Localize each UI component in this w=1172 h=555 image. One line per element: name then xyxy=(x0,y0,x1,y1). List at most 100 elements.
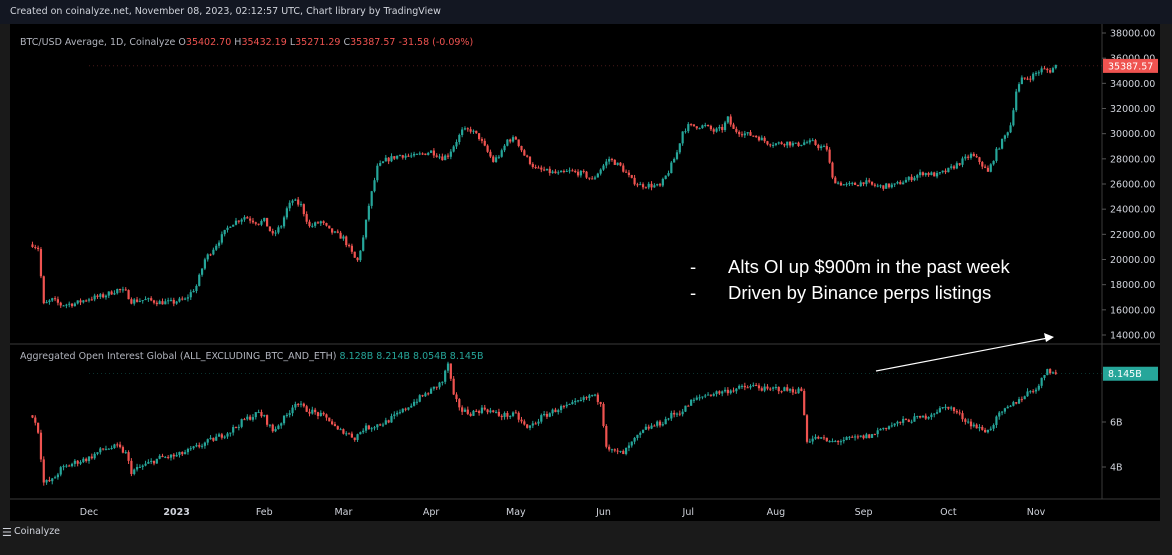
price-candle-body xyxy=(113,293,116,295)
price-candle-body xyxy=(282,217,286,227)
candlestick-chart-svg[interactable]: 14000.00 16000.00 18000.00 20000.00 22000.00… xyxy=(10,24,1160,521)
oi-candle-body xyxy=(786,387,789,391)
price-candle-body xyxy=(664,175,667,179)
price-last-value-label: 35387.57 xyxy=(1108,61,1153,72)
oi-candle-body xyxy=(664,419,667,425)
oi-candle-body xyxy=(118,444,122,448)
price-candle-body xyxy=(709,125,713,130)
oi-candle-body xyxy=(34,417,37,423)
price-candle-body xyxy=(856,184,860,187)
oi-candle-body xyxy=(217,434,221,437)
coinalyze-brand[interactable]: Coinalyze xyxy=(14,526,61,537)
price-candle-body xyxy=(766,141,769,145)
price-candle-body xyxy=(811,140,814,142)
price-candle-body xyxy=(376,165,379,181)
price-candle-body xyxy=(181,298,184,300)
oi-candle-body xyxy=(104,448,108,450)
oi-candle-body xyxy=(740,385,744,387)
price-candle-body xyxy=(772,144,775,146)
price-candle-body xyxy=(381,161,385,163)
oi-candle-body xyxy=(234,427,238,429)
price-candle-body xyxy=(820,146,823,149)
oi-candle-body xyxy=(509,415,512,417)
oi-candle-body xyxy=(102,448,105,450)
price-candle-body xyxy=(184,298,187,300)
price-candle-body xyxy=(605,161,608,166)
price-candle-body xyxy=(805,142,809,144)
price-candle-body xyxy=(520,145,523,151)
oi-candle-body xyxy=(678,413,681,415)
price-candle-body xyxy=(186,297,190,299)
oi-candle-body xyxy=(950,407,953,409)
oi-candle-body xyxy=(732,390,735,392)
price-candle-body xyxy=(277,227,280,233)
price-candle-body xyxy=(237,220,240,222)
oi-candle-body xyxy=(1043,375,1046,378)
oi-title: Aggregated Open Interest Global (ALL_EXC… xyxy=(20,351,337,362)
oi-candle-body xyxy=(381,424,385,426)
oi-candle-body xyxy=(246,416,249,420)
oi-candle-body xyxy=(856,436,860,438)
price-candle-body xyxy=(992,160,995,165)
oi-candle-body xyxy=(565,404,568,407)
oi-candle-body xyxy=(825,437,828,442)
price-candle-body xyxy=(93,295,96,300)
oi-candle-body xyxy=(237,426,240,428)
chart-panel[interactable]: 14000.00 16000.00 18000.00 20000.00 22000.00… xyxy=(10,24,1160,521)
oi-candle-body xyxy=(1006,406,1009,409)
oi-candle-body xyxy=(1037,385,1040,390)
oi-candle-body xyxy=(749,386,752,388)
price-y-tick-label: 30000.00 xyxy=(1110,129,1155,140)
price-candle-body xyxy=(107,291,110,296)
price-candle-body xyxy=(579,170,582,176)
oi-candle-body xyxy=(644,426,647,430)
price-candle-body xyxy=(339,232,342,239)
price-candle-body xyxy=(777,142,780,144)
price-candle-body xyxy=(150,298,153,301)
oi-candle-body xyxy=(441,381,444,383)
price-candle-body xyxy=(814,140,817,145)
price-candle-body xyxy=(817,144,820,149)
oi-candle-body xyxy=(398,412,402,414)
oi-candle-body xyxy=(463,409,467,412)
oi-candle-body xyxy=(924,415,927,419)
price-candle-body xyxy=(489,151,492,157)
oi-candle-body xyxy=(387,420,390,423)
price-candle-body xyxy=(788,141,792,146)
price-candle-body xyxy=(308,221,311,227)
oi-candle-body xyxy=(899,421,902,423)
price-candle-body xyxy=(1012,110,1015,126)
oi-candle-body xyxy=(175,454,178,457)
price-candle-body xyxy=(576,171,580,176)
oi-candle-body xyxy=(585,397,588,399)
oi-candle-body xyxy=(1020,399,1023,401)
oi-candle-body xyxy=(622,450,625,455)
oi-candle-body xyxy=(619,450,622,452)
oi-candle-body xyxy=(302,403,305,407)
oi-candle-body xyxy=(981,426,984,430)
x-tick-label: Jul xyxy=(682,507,694,518)
chart-header-bar: Created on coinalyze.net, November 08, 2… xyxy=(0,0,1172,24)
oi-candle-body xyxy=(367,425,370,430)
oi-candle-body xyxy=(393,414,396,417)
price-candle-body xyxy=(353,251,356,258)
price-candle-body xyxy=(1020,77,1023,85)
price-candle-body xyxy=(1009,125,1012,133)
open-label: O xyxy=(178,37,186,48)
oi-candle-body xyxy=(961,413,964,420)
price-y-tick-label: 28000.00 xyxy=(1110,154,1155,165)
oi-candle-body xyxy=(107,448,110,450)
oi-candle-body xyxy=(817,436,820,439)
oi-candle-body xyxy=(673,412,676,415)
price-candle-body xyxy=(322,221,325,224)
oi-candle-body xyxy=(195,445,198,447)
oi-candle-body xyxy=(181,451,184,455)
price-candle-body xyxy=(653,185,656,188)
price-candle-body xyxy=(421,153,424,155)
price-candle-body xyxy=(463,128,467,130)
price-y-tick-label: 14000.00 xyxy=(1110,331,1155,342)
price-candle-body xyxy=(721,127,724,131)
price-candle-body xyxy=(68,303,71,305)
price-candle-body xyxy=(444,155,447,161)
oi-candle-body xyxy=(79,462,82,464)
